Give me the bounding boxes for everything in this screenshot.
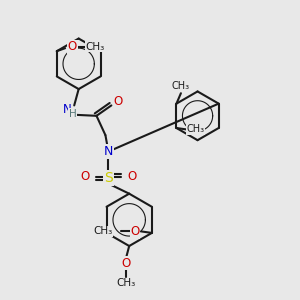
- Text: O: O: [130, 225, 140, 238]
- Text: O: O: [113, 95, 122, 108]
- Text: N: N: [63, 103, 72, 116]
- Text: CH₃: CH₃: [187, 124, 205, 134]
- Text: N: N: [104, 145, 113, 158]
- Text: CH₃: CH₃: [117, 278, 136, 288]
- Text: S: S: [104, 171, 113, 185]
- Text: O: O: [68, 40, 77, 53]
- Text: O: O: [127, 170, 136, 183]
- Text: O: O: [81, 170, 90, 183]
- Text: CH₃: CH₃: [86, 42, 105, 52]
- Text: H: H: [69, 109, 76, 119]
- Text: CH₃: CH₃: [172, 81, 190, 92]
- Text: CH₃: CH₃: [93, 226, 112, 236]
- Text: O: O: [122, 257, 131, 270]
